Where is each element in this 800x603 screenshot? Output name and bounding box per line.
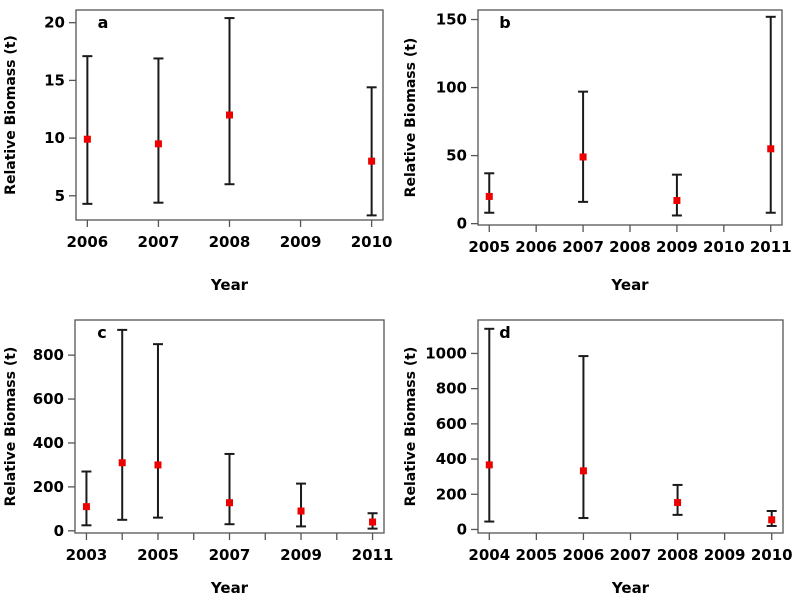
y-tick-label: 10 (44, 129, 65, 147)
x-tick-label: 2008 (657, 546, 699, 564)
y-tick-label: 15 (44, 71, 65, 89)
data-point (767, 145, 775, 153)
data-point (485, 461, 493, 469)
data-point (154, 461, 162, 469)
error-bar (82, 55, 93, 205)
data-point (674, 499, 682, 507)
data-point (768, 516, 776, 524)
error-bar (671, 173, 682, 217)
panel-b: 2005 2006 2007 2008 2009 2010 2011 0 50 100 150 Yea… (403, 9, 792, 294)
x-axis-title: Year (611, 579, 650, 597)
error-bar (224, 452, 235, 526)
error-bar (484, 327, 495, 523)
plot-box (477, 9, 783, 226)
data-point (368, 157, 376, 165)
panel-a: 2006 2007 2008 2009 2010 5 10 15 20 Year Relative … (3, 9, 393, 294)
x-tick-label: 2009 (704, 546, 746, 564)
data-point (226, 499, 233, 507)
x-axis-title: Year (210, 276, 249, 294)
error-bar (578, 90, 589, 203)
error-bar (152, 343, 163, 519)
data-point (369, 518, 377, 526)
x-tick-label: 2010 (703, 238, 745, 256)
y-tick-label: 200 (436, 485, 467, 503)
y-tick-label: 600 (33, 390, 64, 408)
x-tick-label: 2011 (352, 546, 394, 564)
x-tick-label: 2007 (610, 546, 652, 564)
data-point (82, 503, 90, 511)
data-point (485, 192, 493, 200)
x-tick-label: 2004 (468, 546, 510, 564)
panel-letter: b (499, 13, 510, 32)
error-bar (765, 15, 776, 214)
x-tick-label: 2009 (656, 238, 698, 256)
data-point (154, 140, 162, 148)
panel-d: 2004 2005 2006 2007 2008 2009 2010 0 200 400 600 80… (403, 319, 793, 597)
data-point (226, 111, 233, 119)
data-point (118, 459, 126, 467)
y-tick-label: 400 (436, 450, 467, 468)
y-tick-label: 200 (33, 478, 64, 496)
panel-letter: c (97, 323, 106, 342)
y-tick-label: 50 (446, 147, 467, 165)
x-tick-label: 2010 (751, 546, 793, 564)
error-bar (224, 17, 235, 186)
error-bar (153, 57, 164, 204)
y-tick-label: 20 (44, 14, 65, 32)
plot-box (477, 319, 784, 534)
panel-letter: d (499, 323, 510, 342)
panel-c: 2003 2005 2007 2009 2011 0 200 400 600 800 Year Rel… (3, 319, 394, 597)
data-point (673, 197, 681, 205)
error-bar (81, 470, 92, 527)
x-tick-label: 2003 (66, 546, 108, 564)
x-tick-label: 2006 (563, 546, 605, 564)
y-axis-title: Relative Biomass (t) (403, 347, 419, 507)
data-point (297, 507, 305, 515)
y-tick-label: 1000 (425, 344, 467, 362)
error-bar (296, 482, 307, 528)
error-bar (578, 355, 589, 520)
y-axis-title: Relative Biomass (t) (403, 38, 419, 198)
x-tick-label: 2007 (209, 546, 251, 564)
x-tick-label: 2005 (137, 546, 179, 564)
y-tick-label: 0 (54, 522, 64, 540)
x-tick-label: 2007 (138, 233, 180, 251)
y-tick-label: 150 (436, 11, 467, 29)
x-axis-title: Year (610, 276, 649, 294)
y-tick-label: 400 (33, 434, 64, 452)
data-point (579, 153, 587, 161)
y-axis-title: Relative Biomass (t) (3, 347, 19, 507)
x-tick-label: 2008 (209, 233, 251, 251)
panel-letter: a (98, 13, 109, 32)
x-tick-label: 2009 (280, 233, 322, 251)
x-tick-label: 2010 (351, 233, 393, 251)
y-tick-label: 100 (436, 79, 467, 97)
y-tick-label: 0 (457, 215, 467, 233)
error-bar (366, 86, 377, 217)
x-tick-label: 2005 (515, 546, 557, 564)
data-point (579, 467, 587, 475)
data-point (83, 135, 91, 143)
x-tick-label: 2006 (66, 233, 108, 251)
x-tick-label: 2007 (562, 238, 604, 256)
y-axis-title: Relative Biomass (t) (3, 35, 19, 195)
x-tick-label: 2011 (750, 238, 792, 256)
y-tick-label: 800 (436, 380, 467, 398)
y-tick-label: 800 (33, 346, 64, 364)
x-tick-label: 2005 (468, 238, 510, 256)
x-tick-label: 2008 (609, 238, 651, 256)
y-tick-label: 600 (436, 415, 467, 433)
y-tick-label: 0 (457, 520, 467, 538)
y-tick-label: 5 (55, 187, 65, 205)
x-axis-title: Year (210, 579, 249, 597)
error-bar (117, 328, 128, 521)
x-tick-label: 2006 (515, 238, 557, 256)
x-tick-label: 2009 (280, 546, 322, 564)
